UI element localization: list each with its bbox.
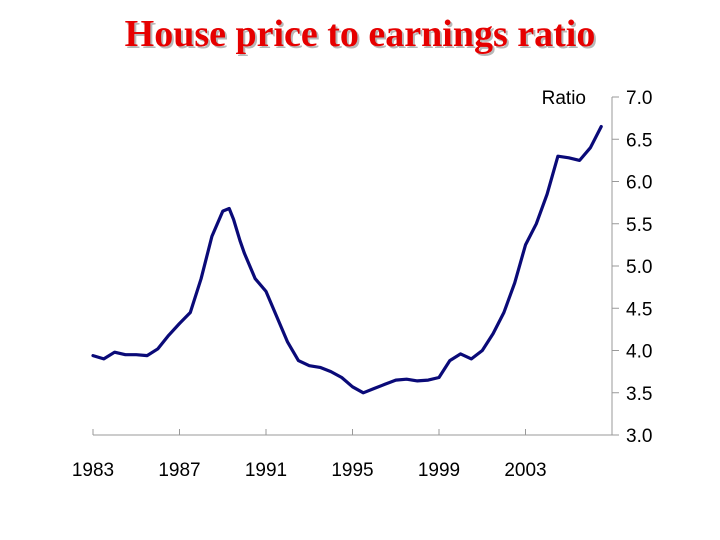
data-point <box>240 240 241 241</box>
y-tick-label: 7.0 <box>626 88 652 109</box>
data-point <box>406 379 407 380</box>
data-point <box>568 157 569 158</box>
data-point <box>374 388 375 389</box>
data-point <box>601 126 602 127</box>
chart-title: House price to earnings ratio <box>124 13 596 55</box>
y-axis-label: Ratio <box>542 88 586 109</box>
y-tick-label: 3.0 <box>626 426 652 447</box>
y-tick-label: 5.5 <box>626 215 652 236</box>
data-point <box>93 355 94 356</box>
data-point <box>547 194 548 195</box>
data-point <box>493 333 494 334</box>
data-point <box>590 147 591 148</box>
y-tick-label: 6.5 <box>626 130 652 151</box>
data-point <box>514 282 515 283</box>
x-tick-label: 1991 <box>245 460 287 481</box>
data-point <box>309 365 310 366</box>
data-point <box>579 160 580 161</box>
data-point <box>395 380 396 381</box>
data-point <box>103 358 104 359</box>
data-point <box>330 371 331 372</box>
data-point <box>352 386 353 387</box>
data-point <box>266 291 267 292</box>
x-tick-label: 1987 <box>158 460 200 481</box>
data-point <box>114 352 115 353</box>
x-tick-label: 1995 <box>331 460 373 481</box>
data-point <box>157 348 158 349</box>
data-point <box>244 253 245 254</box>
data-point <box>503 312 504 313</box>
data-point <box>211 236 212 237</box>
data-point <box>125 354 126 355</box>
data-point <box>147 355 148 356</box>
x-tick-label: 2003 <box>504 460 546 481</box>
data-point <box>255 278 256 279</box>
y-tick-label: 4.0 <box>626 342 652 363</box>
data-point <box>341 377 342 378</box>
data-point <box>439 377 440 378</box>
data-point <box>222 211 223 212</box>
data-point <box>190 312 191 313</box>
data-point <box>428 380 429 381</box>
data-point <box>320 367 321 368</box>
series-layer <box>91 124 603 395</box>
data-point <box>482 350 483 351</box>
data-point <box>525 244 526 245</box>
data-point <box>276 316 277 317</box>
data-point <box>298 360 299 361</box>
data-point <box>168 335 169 336</box>
data-point <box>449 360 450 361</box>
data-point <box>557 156 558 157</box>
chart-ticks: 7.0 6.5 6.0 5.5 5.0 4.5 4.0 3.5 3.0 Ratio 1983 1987… <box>72 88 653 481</box>
data-point <box>363 392 364 393</box>
x-tick-label: 1983 <box>72 460 114 481</box>
data-point <box>417 380 418 381</box>
data-point <box>536 223 537 224</box>
data-point <box>136 354 137 355</box>
x-tick-label: 1999 <box>418 460 460 481</box>
y-tick-label: 4.5 <box>626 299 652 320</box>
data-point <box>460 353 461 354</box>
data-point <box>471 358 472 359</box>
data-point <box>287 342 288 343</box>
y-tick-label: 3.5 <box>626 384 652 405</box>
chart-axes <box>93 97 613 436</box>
data-point <box>179 323 180 324</box>
y-tick-label: 5.0 <box>626 257 652 278</box>
series-line <box>91 124 603 395</box>
data-point <box>229 208 230 209</box>
data-point <box>233 219 234 220</box>
data-point <box>201 278 202 279</box>
y-tick-label: 6.0 <box>626 173 652 194</box>
data-point <box>384 384 385 385</box>
